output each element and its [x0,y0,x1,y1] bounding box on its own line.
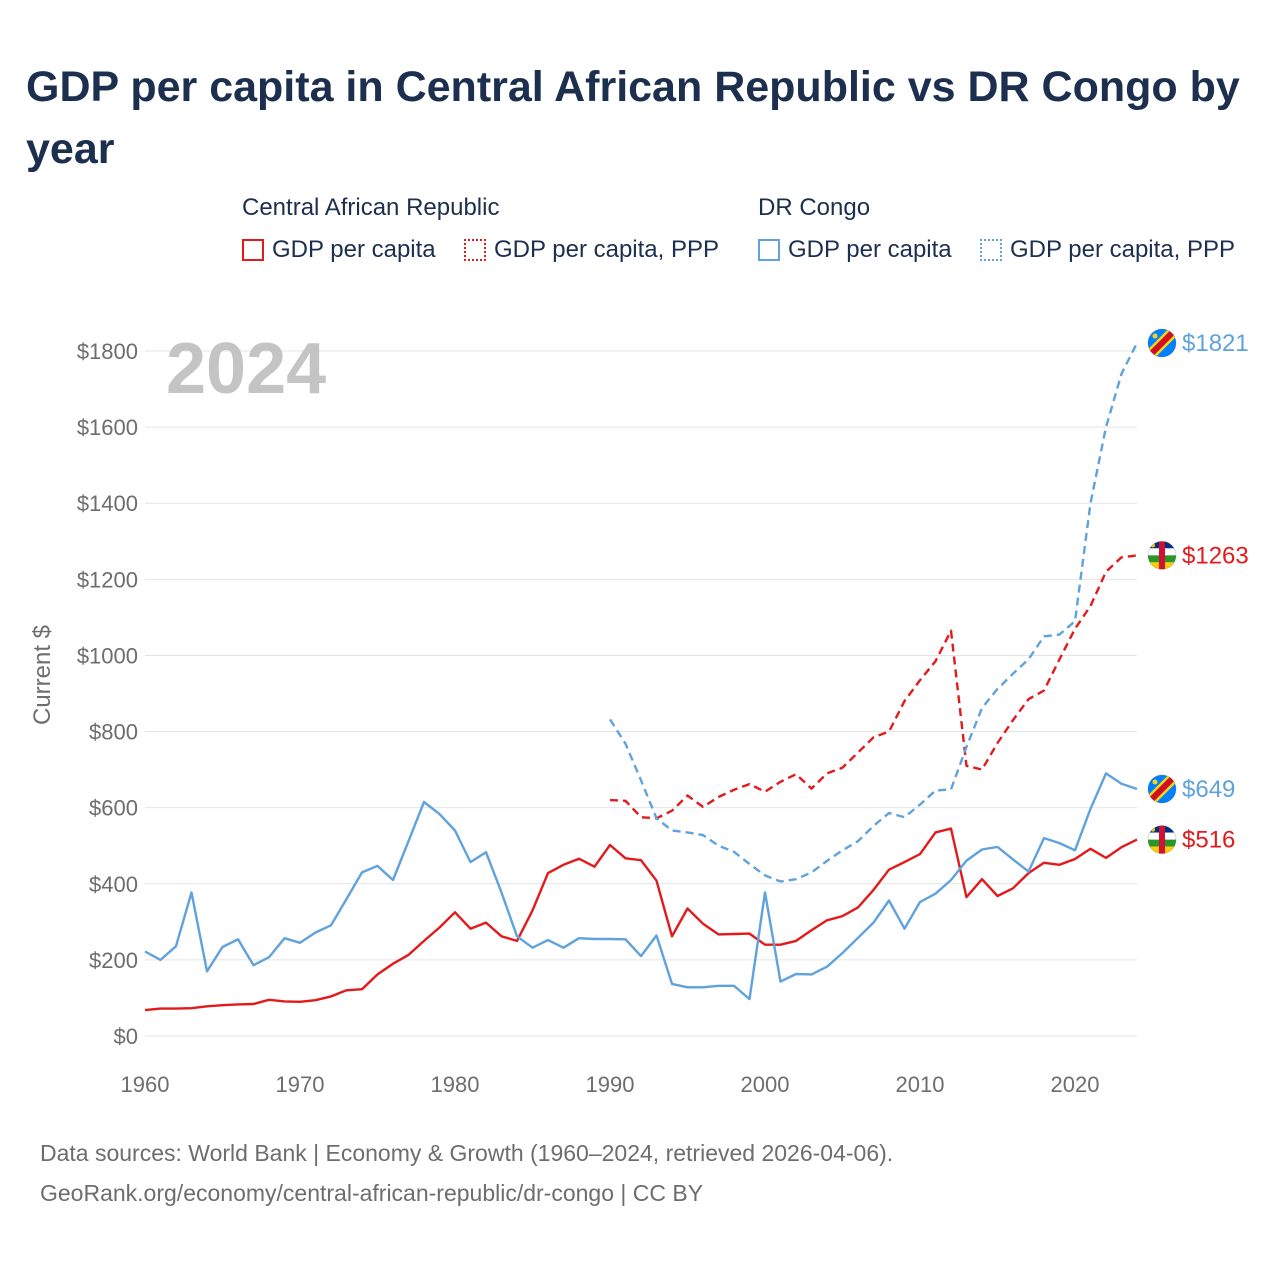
series-line-2[interactable] [144,772,1138,1001]
y-tick-label: $1200 [77,567,138,592]
chart-title: GDP per capita in Central African Republ… [26,63,1240,173]
x-tick-label: 1960 [121,1072,170,1097]
end-value-label: $1821 [1182,330,1249,357]
y-tick-label: $1000 [77,643,138,668]
end-value-label: $649 [1182,776,1235,803]
y-axis-label: Current $ [29,625,56,725]
legend-swatch-dotted-blue [980,239,1002,261]
y-axis-ticks: $0 $200 $400 $600 $800 $1000 $1200 $1400 $1600 $1… [77,339,138,1049]
legend-label: GDP per capita [272,236,436,263]
drc-flag-icon [1147,328,1177,358]
car-flag-icon [1147,825,1177,855]
x-tick-label: 2020 [1051,1072,1100,1097]
y-tick-label: $800 [89,720,138,745]
footer-sources: Data sources: World Bank | Economy & Gro… [40,1140,894,1166]
y-tick-label: $400 [89,872,138,897]
end-value-label: $1263 [1182,542,1249,569]
y-tick-label: $200 [89,948,138,973]
legend-label: GDP per capita, PPP [494,236,719,263]
series-line-0[interactable] [144,827,1138,1012]
legend-group-car: Central African Republic [242,194,500,221]
end-markers: $516 $1263 $649 $1821 [1147,328,1249,855]
legend-label: GDP per capita [788,236,952,263]
drc-flag-icon [1147,774,1177,804]
year-watermark: 2024 [166,329,326,409]
legend-item-car-gdp[interactable]: GDP per capita [242,236,436,264]
y-tick-label: $600 [89,796,138,821]
x-tick-label: 1990 [586,1072,635,1097]
x-tick-label: 2010 [896,1072,945,1097]
y-tick-label: $1400 [77,491,138,516]
y-tick-label: $1600 [77,415,138,440]
series-line-3[interactable] [608,342,1139,883]
footer-link[interactable]: GeoRank.org/economy/central-african-repu… [40,1180,704,1206]
x-tick-label: 1980 [431,1072,480,1097]
legend-group-drc: DR Congo [758,194,871,221]
series-line-1[interactable] [609,554,1138,820]
legend-item-drc-gdp-ppp[interactable]: GDP per capita, PPP [980,236,1235,264]
car-flag-icon [1147,540,1177,570]
gridlines [145,350,1137,1037]
end-value-label: $516 [1182,827,1235,854]
legend-swatch-dotted-red [464,239,486,261]
legend-swatch-solid-red [242,239,264,261]
legend-item-car-gdp-ppp[interactable]: GDP per capita, PPP [464,236,719,264]
x-tick-label: 2000 [741,1072,790,1097]
legend-swatch-solid-blue [758,239,780,261]
legend-item-drc-gdp[interactable]: GDP per capita [758,236,952,264]
x-tick-label: 1970 [276,1072,325,1097]
x-axis-ticks: 1960 1970 1980 1990 2000 2010 2020 [121,1072,1100,1097]
y-tick-label: $1800 [77,339,138,364]
legend-label: GDP per capita, PPP [1010,236,1235,263]
series-lines [144,342,1139,1012]
y-tick-label: $0 [114,1024,138,1049]
